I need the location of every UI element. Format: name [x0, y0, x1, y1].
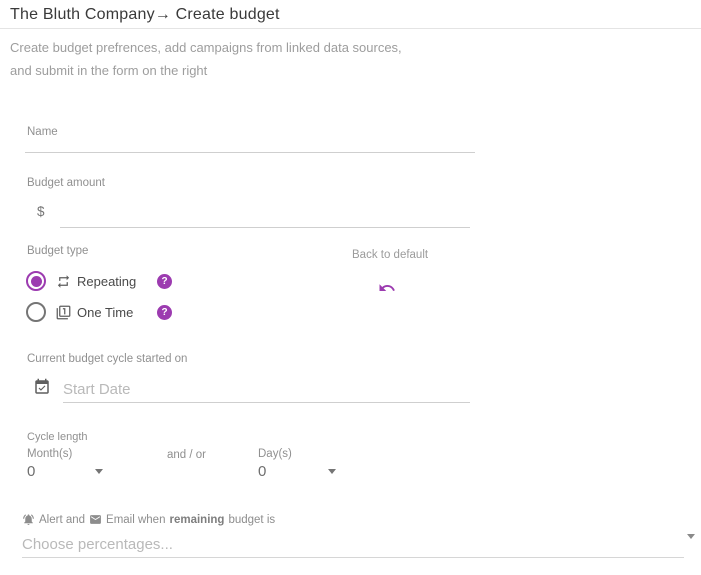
one-time-icon: [56, 305, 71, 320]
and-or-label: and / or: [167, 449, 206, 461]
one-time-label: One Time: [77, 304, 134, 320]
percentages-input[interactable]: [22, 532, 684, 558]
budget-amount-label: Budget amount: [27, 177, 106, 189]
email-when-text: Email when: [106, 513, 166, 526]
percentages-dropdown-caret-icon[interactable]: [687, 534, 695, 539]
cycle-length-label: Cycle length: [27, 431, 88, 443]
undo-icon[interactable]: [378, 279, 396, 297]
months-dropdown-caret-icon[interactable]: [95, 469, 103, 474]
cycle-start-label: Current budget cycle started on: [27, 353, 188, 365]
months-label: Month(s): [27, 448, 73, 460]
budget-amount-input[interactable]: [60, 205, 470, 228]
budget-type-label: Budget type: [27, 245, 89, 257]
remaining-text: remaining: [169, 513, 225, 526]
calendar-check-icon: [33, 378, 51, 396]
days-select[interactable]: 0: [258, 463, 267, 480]
page-subtitle-line2: and submit in the form on the right: [10, 63, 208, 78]
page-title: The Bluth Company→ Create budget: [10, 6, 280, 23]
radio-dot: [30, 275, 42, 287]
bell-icon: [22, 513, 35, 526]
budget-type-option-one-time[interactable]: One Time: [26, 301, 133, 323]
one-time-help-icon[interactable]: ?: [157, 305, 172, 320]
months-select[interactable]: 0: [27, 463, 36, 480]
header-divider: [0, 28, 701, 29]
alert-and-text: Alert and: [39, 513, 86, 526]
page-subtitle-line1: Create budget prefrences, add campaigns …: [10, 40, 402, 55]
days-label: Day(s): [258, 448, 292, 460]
radio-one-time[interactable]: [26, 302, 46, 322]
repeating-label: Repeating: [77, 273, 137, 289]
back-to-default-label: Back to default: [352, 249, 429, 261]
currency-symbol: $: [37, 204, 45, 219]
budget-type-option-repeating[interactable]: Repeating: [26, 270, 136, 292]
name-input[interactable]: [25, 131, 475, 153]
email-icon: [89, 513, 102, 526]
alert-email-label-row: Alert and Email when remaining budget is: [22, 513, 275, 526]
repeat-icon: [56, 274, 71, 289]
repeating-help-icon[interactable]: ?: [157, 274, 172, 289]
radio-repeating[interactable]: [26, 271, 46, 291]
budget-is-text: budget is: [228, 513, 276, 526]
days-dropdown-caret-icon[interactable]: [328, 469, 336, 474]
start-date-input[interactable]: [63, 376, 470, 403]
